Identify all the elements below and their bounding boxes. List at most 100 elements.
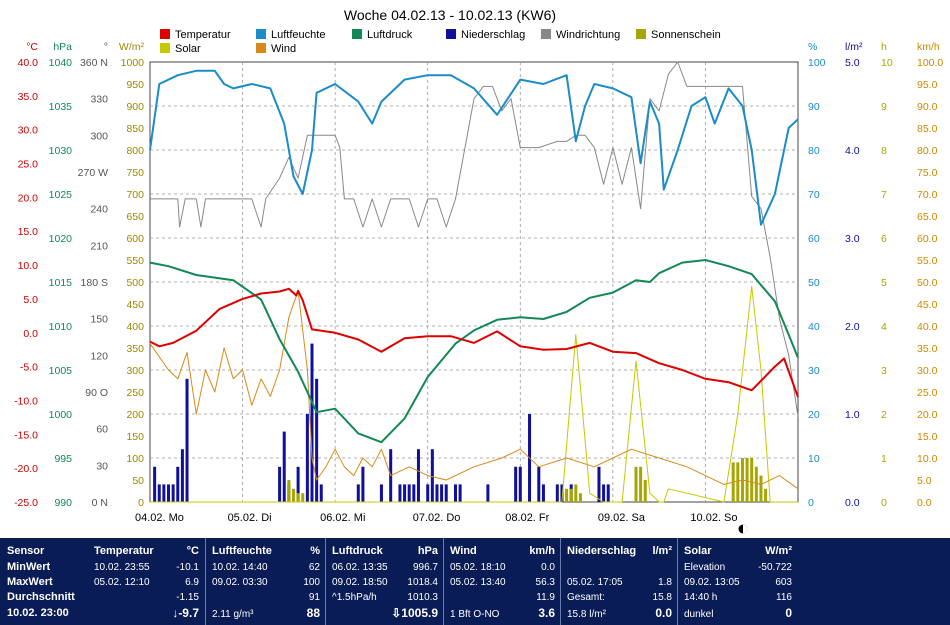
cell-value: 116 [776, 592, 792, 603]
tick-label-temp: 20.0 [18, 192, 39, 204]
x-tick-label: 05.02. Di [228, 512, 272, 524]
tick-label-wind: 40.0 [917, 321, 938, 333]
legend-swatch [352, 29, 362, 39]
cell-label: 14:40 h [684, 592, 718, 603]
bar-sonnenschein [639, 466, 643, 502]
tick-label-solar: 100 [126, 453, 144, 465]
bar-niederschlag [430, 449, 434, 502]
tick-label-rain: 4.0 [845, 145, 860, 157]
tick-label-hum: 70 [808, 189, 820, 201]
tick-label-temp: 5.0 [23, 294, 38, 306]
cell-value: 996.7 [412, 562, 438, 573]
footer-value: 0 [785, 606, 792, 620]
bar-niederschlag [157, 484, 161, 502]
tick-label-solar: 850 [126, 123, 144, 135]
label-sensor: Sensor [7, 545, 45, 557]
cell-label: 05.02. 12:10 [94, 577, 150, 588]
tick-label-solar: 50 [132, 475, 144, 487]
tick-label-sun: 0 [881, 497, 887, 509]
tick-label-solar: 400 [126, 321, 144, 333]
column-unit: W/m² [765, 545, 792, 557]
bar-sonnenschein [287, 480, 291, 502]
cell-value: 1.8 [658, 577, 672, 588]
x-tick-label: 09.02. Sa [598, 512, 646, 524]
footer-value: 88 [306, 606, 320, 620]
column-unit: % [310, 545, 320, 557]
series-line-windrichtung [150, 61, 799, 417]
cell-value: 1010.3 [407, 592, 438, 603]
tick-label-wind: 65.0 [917, 211, 938, 223]
tick-label-temp: 40.0 [18, 57, 39, 69]
column-unit: l/m² [652, 545, 672, 557]
legend-swatch [541, 29, 551, 39]
cell-value: 6.9 [185, 577, 199, 588]
tick-label-dir: 300 [90, 130, 108, 142]
cell-label: ^1.5hPa/h [332, 592, 377, 603]
bar-niederschlag [412, 484, 416, 502]
bar-niederschlag [305, 414, 309, 502]
tick-label-wind: 80.0 [917, 145, 938, 157]
legend-label: Wind [271, 43, 296, 55]
tick-label-solar: 550 [126, 255, 144, 267]
tick-label-press: 1000 [49, 409, 73, 421]
bar-sonnenschein [569, 488, 573, 502]
bar-niederschlag [486, 484, 490, 502]
legend-label: Niederschlag [461, 29, 525, 41]
bar-sonnenschein [565, 488, 569, 502]
label-current-time: 10.02. 23:00 [7, 607, 69, 619]
tick-label-dir: 0 N [92, 497, 108, 509]
summary-column-niederschlag: Niederschlag l/m² 05.02. 17:05 1.8 Gesamt: 15… [560, 538, 678, 625]
summary-column-wind: Wind km/h 05.02. 18:10 0.0 05.02. 13:40 56.3 1… [443, 538, 561, 625]
bar-sonnenschein [301, 493, 305, 502]
cell-label: 06.02. 13:35 [332, 562, 388, 573]
tick-label-wind: 100.0 [917, 57, 943, 69]
tick-label-wind: 20.0 [917, 409, 938, 421]
tick-label-wind: 5.0 [917, 475, 932, 487]
axis-unit-wind: km/h [917, 41, 940, 53]
tick-label-hum: 80 [808, 145, 820, 157]
tick-label-dir: 240 [90, 204, 108, 216]
bar-sonnenschein [750, 458, 754, 502]
tick-label-wind: 0.0 [917, 497, 932, 509]
tick-label-rain: 3.0 [845, 233, 860, 245]
footer-value: ⇩1005.9 [391, 606, 438, 620]
axis-unit-press: hPa [53, 41, 72, 53]
x-tick-label: 08.02. Fr [505, 512, 549, 524]
tick-label-solar: 350 [126, 343, 144, 355]
bar-niederschlag [356, 484, 360, 502]
bar-sonnenschein [764, 488, 768, 502]
bar-niederschlag [176, 466, 180, 502]
bar-sonnenschein [291, 488, 295, 502]
bar-niederschlag [444, 484, 448, 502]
bar-niederschlag [606, 484, 610, 502]
tick-label-sun: 9 [881, 101, 887, 113]
summary-column-luftdruck: Luftdruck hPa 06.02. 13:35 996.7 09.02. 18:5… [325, 538, 444, 625]
footer-label: 15.8 l/m² [567, 609, 606, 620]
cell-label: 09.02. 13:05 [684, 577, 740, 588]
tick-label-press: 1015 [49, 277, 73, 289]
tick-label-solar: 200 [126, 409, 144, 421]
label-max: MaxWert [7, 576, 53, 588]
tick-label-dir: 330 [90, 94, 108, 106]
bar-niederschlag [180, 449, 184, 502]
bar-niederschlag [282, 431, 286, 502]
tick-label-wind: 70.0 [917, 189, 938, 201]
bar-niederschlag [310, 343, 314, 502]
tick-label-press: 1020 [49, 233, 73, 245]
tick-label-dir: 210 [90, 240, 108, 252]
bar-niederschlag [597, 466, 601, 502]
tick-label-press: 990 [54, 497, 72, 509]
column-title: Luftfeuchte [212, 545, 272, 557]
label-average: Durchschnitt [7, 591, 75, 603]
tick-label-solar: 950 [126, 79, 144, 91]
legend-label: Solar [175, 43, 201, 55]
cell-value: -1.15 [176, 592, 199, 603]
tick-label-dir: 30 [96, 460, 108, 472]
series-line-solar [150, 285, 798, 503]
tick-label-wind: 35.0 [917, 343, 938, 355]
tick-label-sun: 5 [881, 277, 887, 289]
grid [149, 61, 799, 503]
axis-unit-hum: % [808, 41, 817, 53]
bar-niederschlag [440, 484, 444, 502]
summary-column-solar: Solar W/m² Elevation -50.722 09.02. 13:05 603… [677, 538, 798, 625]
